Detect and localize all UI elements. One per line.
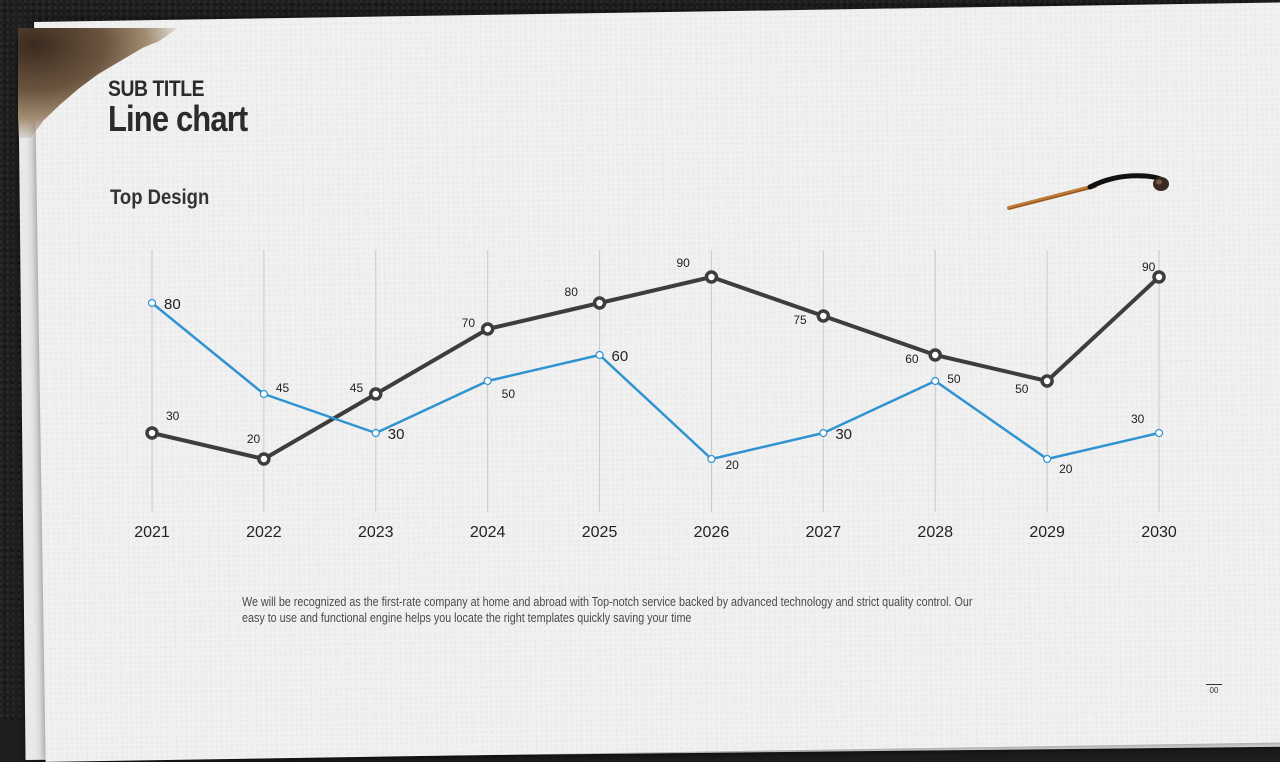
series-2-data-label-2026: 20 xyxy=(725,458,739,472)
series-2-data-label-2029: 20 xyxy=(1059,462,1073,476)
series-2-data-label-2021: 80 xyxy=(164,296,181,313)
series-1-point-2027 xyxy=(816,309,831,323)
series-2-data-label-2025: 60 xyxy=(612,348,629,365)
slide-title: Line chart xyxy=(108,98,248,139)
x-tick-label-2030: 2030 xyxy=(1141,524,1177,541)
page-number: 00 xyxy=(1206,684,1222,695)
series-1-point-2028 xyxy=(928,348,942,362)
x-tick-label-2029: 2029 xyxy=(1029,524,1065,541)
series-1-data-label-2021: 30 xyxy=(166,409,180,423)
series-1-point-2022 xyxy=(257,452,271,466)
series-1-point-2026 xyxy=(704,270,719,284)
series-2-data-label-2027: 30 xyxy=(835,426,852,443)
series-2-point-2023 xyxy=(371,428,380,438)
series-2-point-2028 xyxy=(931,376,940,386)
description-text: We will be recognized as the first-rate … xyxy=(242,595,973,625)
series-2-data-label-2023: 30 xyxy=(388,426,405,443)
series-2-point-2022 xyxy=(259,389,268,399)
series-1-point-2023 xyxy=(369,387,383,401)
series-1-data-label-2024: 70 xyxy=(462,316,476,330)
series-2-point-2025 xyxy=(595,350,604,360)
series-1-data-label-2029: 50 xyxy=(1015,382,1029,396)
x-tick-label-2024: 2024 xyxy=(470,524,506,541)
series-1-point-2025 xyxy=(592,296,607,310)
x-tick-label-2026: 2026 xyxy=(694,524,730,541)
line-chart: 3020457080907560509080453050602030502030… xyxy=(134,250,1177,541)
series-1-data-label-2030: 90 xyxy=(1142,260,1156,274)
series-2-point-2030 xyxy=(1154,428,1164,438)
slide-subtitle: SUB TITLE xyxy=(108,76,205,101)
series-1-data-label-2027: 75 xyxy=(793,313,807,327)
series-1-data-label-2022: 20 xyxy=(247,432,261,446)
series-2-data-label-2022: 45 xyxy=(276,381,290,395)
chart-series xyxy=(145,270,1166,466)
series-2-point-2024 xyxy=(483,376,492,386)
series-2-point-2021 xyxy=(147,298,157,308)
series-2-point-2026 xyxy=(707,454,716,464)
series-1-data-label-2025: 80 xyxy=(565,285,579,299)
series-1-data-label-2026: 90 xyxy=(676,256,690,270)
x-tick-label-2022: 2022 xyxy=(246,524,282,541)
series-2-line xyxy=(151,302,1160,461)
x-tick-label-2027: 2027 xyxy=(806,524,842,541)
burnt-match-illustration xyxy=(1007,173,1169,210)
x-axis: 2021 2022 2023 2024 2025 2026 2027 2028 2029 2030 xyxy=(134,524,1177,541)
series-1-point-2030 xyxy=(1152,270,1166,284)
x-tick-label-2023: 2023 xyxy=(358,524,394,541)
series-1-line xyxy=(151,275,1161,461)
series-2-point-2027 xyxy=(819,428,828,438)
chart-labels: 30 20 45 70 80 90 75 60 50 90 80 45 30 50 60 20 30 50 20 30 xyxy=(164,256,1156,476)
x-tick-label-2025: 2025 xyxy=(582,524,618,541)
series-2-data-label-2024: 50 xyxy=(502,387,516,401)
x-tick-label-2021: 2021 xyxy=(134,524,170,541)
x-tick-label-2028: 2028 xyxy=(917,524,953,541)
series-1-point-2021 xyxy=(145,426,159,440)
series-2-data-label-2028: 50 xyxy=(947,372,961,386)
section-title: Top Design xyxy=(110,186,210,209)
series-2-data-label-2030: 30 xyxy=(1131,412,1145,426)
series-1-data-label-2028: 60 xyxy=(905,352,919,366)
series-1-point-2024 xyxy=(480,322,495,336)
series-1-data-label-2023: 45 xyxy=(350,381,364,395)
series-2-point-2029 xyxy=(1043,454,1052,464)
series-1-point-2029 xyxy=(1040,374,1054,388)
